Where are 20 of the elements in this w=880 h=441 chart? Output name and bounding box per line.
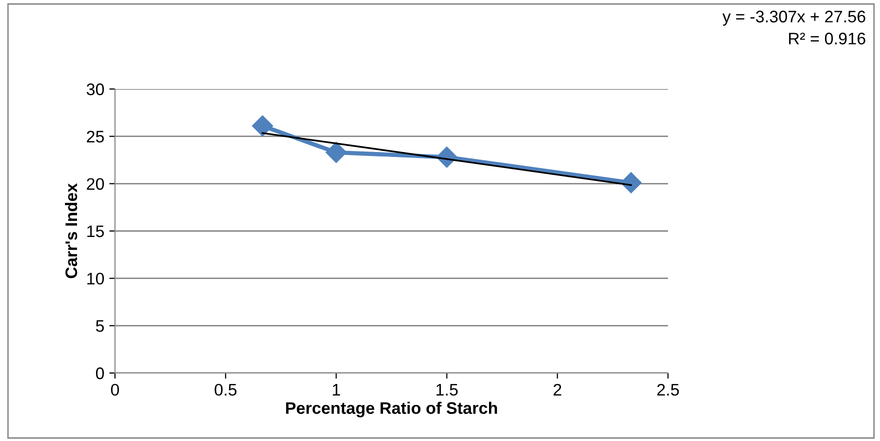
y-tick-label: 30	[86, 83, 104, 96]
y-tick-label: 20	[86, 178, 104, 190]
x-tick-label: 0	[111, 384, 119, 396]
y-axis-title: Carr's Index	[64, 183, 78, 278]
text: R² = 0.916	[789, 32, 866, 44]
point	[326, 142, 347, 163]
y-tick-label: 5	[96, 320, 104, 332]
x-tick-label: 2.5	[657, 384, 679, 396]
point	[252, 115, 274, 136]
y-tick-label: 25	[86, 130, 104, 143]
y-tick-label: 15	[87, 226, 104, 238]
text: y = -3.307x + 27.56	[722, 10, 866, 26]
point	[620, 172, 642, 194]
x-axis-title: Percentage Ratio of Starch	[286, 402, 497, 418]
x-tick-label: 2	[554, 384, 562, 396]
y-tick-label: 10	[87, 272, 104, 285]
x-tick-label: 0.5	[214, 384, 236, 396]
x-tick-label: 1.5	[436, 384, 458, 396]
y-tick-label: 0	[96, 367, 104, 380]
x-tick-label: 1	[332, 384, 340, 396]
